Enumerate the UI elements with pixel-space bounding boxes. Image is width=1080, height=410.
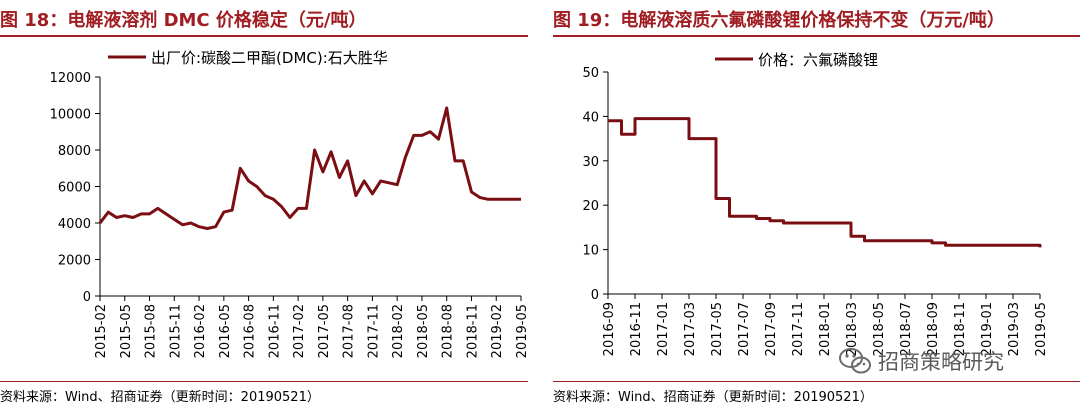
x-tick-label: 2017-05 [317, 304, 332, 358]
x-tick-label: 2019-02 [490, 304, 505, 358]
y-tick-label: 40 [582, 110, 599, 125]
x-tick-label: 2016-11 [267, 304, 282, 358]
x-tick-label: 2017-05 [710, 302, 725, 356]
y-tick-label: 4000 [58, 217, 91, 232]
x-tick-label: 2018-01 [818, 302, 833, 356]
x-tick-label: 2016-08 [243, 304, 258, 358]
x-tick-label: 2019-05 [515, 304, 528, 358]
x-tick-label: 2015-08 [144, 304, 159, 358]
x-tick-label: 2017-01 [656, 302, 671, 356]
source-note: 资料来源：Wind、招商证券（更新时间：20190521） [0, 390, 320, 405]
source-divider [0, 381, 528, 382]
y-tick-label: 50 [582, 66, 599, 81]
legend-label: 价格：六氟磷酸锂 [758, 51, 878, 69]
source-note: 资料来源：Wind、招商证券（更新时间：20190521） [553, 390, 873, 405]
x-tick-label: 2019-03 [1007, 302, 1022, 356]
x-tick-label: 2016-05 [218, 304, 233, 358]
x-tick-label: 2017-11 [366, 304, 381, 358]
x-tick-label: 2016-11 [629, 302, 644, 356]
x-tick-label: 2017-03 [683, 302, 698, 356]
y-tick-label: 2000 [58, 254, 91, 269]
series-line [98, 106, 521, 230]
x-tick-label: 2015-11 [168, 304, 183, 358]
y-tick-label: 12000 [50, 71, 91, 86]
y-tick-label: 0 [591, 288, 599, 303]
x-tick-label: 2018-05 [872, 302, 887, 356]
y-tick-label: 6000 [58, 181, 91, 196]
x-tick-label: 2017-09 [764, 302, 779, 356]
wechat-icon [839, 348, 871, 374]
dmc-price-chart: 0 2000 4000 6000 8000 10000 12000 2015-02 2015-0… [50, 49, 528, 358]
figure-title: 图 19：电解液溶质六氟磷酸锂价格保持不变（万元/吨） [553, 10, 1005, 31]
x-tick-label: 2016-02 [193, 304, 208, 358]
y-tick-label: 10000 [50, 108, 91, 123]
x-tick-label: 2017-07 [737, 302, 752, 356]
x-tick-label: 2018-05 [416, 304, 431, 358]
x-tick-label: 2018-02 [391, 304, 406, 358]
x-tick-label: 2015-02 [94, 304, 109, 358]
y-tick-label: 8000 [58, 144, 91, 159]
x-tick-label: 2017-11 [791, 302, 806, 356]
lipf6-price-chart: 0 10 20 30 40 50 2016-09 2016-11 2017-01 2017-03 2… [582, 51, 1049, 356]
title-divider [0, 35, 528, 37]
y-tick-label: 30 [582, 155, 599, 170]
x-tick-label: 2018-07 [899, 302, 914, 356]
x-tick-label: 2018-11 [465, 304, 480, 358]
x-tick-label: 2017-02 [292, 304, 307, 358]
x-tick-label: 2018-11 [953, 302, 968, 356]
y-tick-label: 10 [582, 244, 599, 259]
x-tick-label: 2019-01 [980, 302, 995, 356]
x-tick-label: 2018-08 [441, 304, 456, 358]
x-tick-label: 2015-05 [119, 304, 134, 358]
watermark: 招商策略研究 [838, 346, 1004, 376]
watermark-text: 招商策略研究 [878, 350, 1004, 374]
y-tick-label: 0 [83, 290, 91, 305]
legend-label: 出厂价:碳酸二甲酯(DMC):石大胜华 [151, 49, 388, 67]
x-tick-label: 2017-08 [342, 304, 357, 358]
x-tick-label: 2019-05 [1034, 302, 1049, 356]
figure-title: 图 18：电解液溶剂 DMC 价格稳定（元/吨） [0, 10, 367, 31]
title-divider [553, 35, 1080, 37]
series-line [608, 117, 1042, 248]
chart-panel-dmc: 图 18：电解液溶剂 DMC 价格稳定（元/吨） 0 2000 4000 6000 80… [0, 0, 528, 410]
x-tick-label: 2018-09 [926, 302, 941, 356]
x-tick-label: 2016-09 [602, 302, 617, 356]
chart-panel-lipf6: 图 19：电解液溶质六氟磷酸锂价格保持不变（万元/吨） 0 10 20 30 40 50 2… [553, 0, 1080, 410]
x-tick-label: 2018-03 [845, 302, 860, 356]
y-tick-label: 20 [582, 199, 599, 214]
source-divider [553, 381, 1080, 382]
